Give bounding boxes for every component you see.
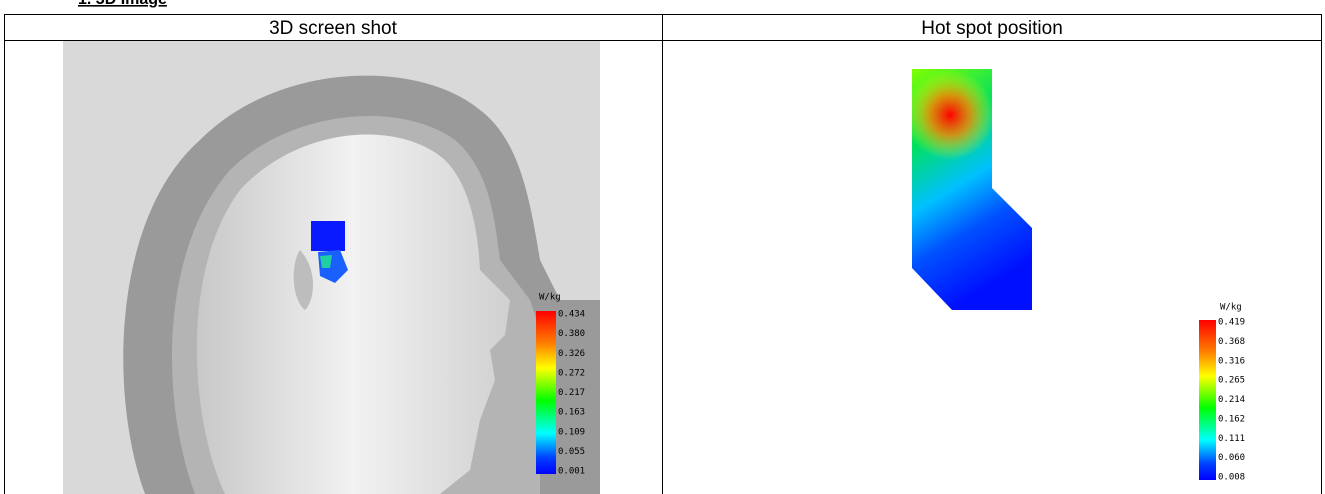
colorbar-label: 0.265: [1218, 376, 1245, 386]
colorbar-label: 0.368: [1218, 337, 1245, 347]
colorbar-unit: W/kg: [539, 293, 561, 303]
colorbar-label: 0.272: [558, 368, 585, 378]
colorbar-label: 0.162: [1218, 414, 1245, 424]
colorbar-label: 0.326: [558, 349, 585, 359]
colorbar-label: 0.217: [558, 388, 585, 398]
colorbar-label: 0.060: [1218, 453, 1245, 463]
colorbar-label: 0.055: [558, 447, 585, 457]
column-header: Hot spot position: [921, 18, 1063, 39]
colorbar-label: 0.163: [558, 408, 585, 418]
colorbar-label: 0.111: [1218, 434, 1245, 444]
colorbar-label: 0.008: [1218, 473, 1245, 483]
colorbar-label: 0.380: [558, 329, 585, 339]
colorbar-label: 0.434: [558, 310, 585, 320]
colorbar-label: 0.316: [1218, 356, 1245, 366]
colorbar-label: 0.001: [558, 467, 585, 477]
hotspot-image: [912, 69, 1216, 480]
colorbar-label: 0.109: [558, 427, 585, 437]
colorbar-label: 0.214: [1218, 395, 1245, 405]
colorbar-unit: W/kg: [1220, 303, 1242, 313]
colorbar-label: 0.419: [1218, 318, 1245, 328]
heading: 1. 3D Image: [78, 0, 167, 8]
head-image: [63, 41, 600, 494]
column-header: 3D screen shot: [269, 18, 398, 39]
